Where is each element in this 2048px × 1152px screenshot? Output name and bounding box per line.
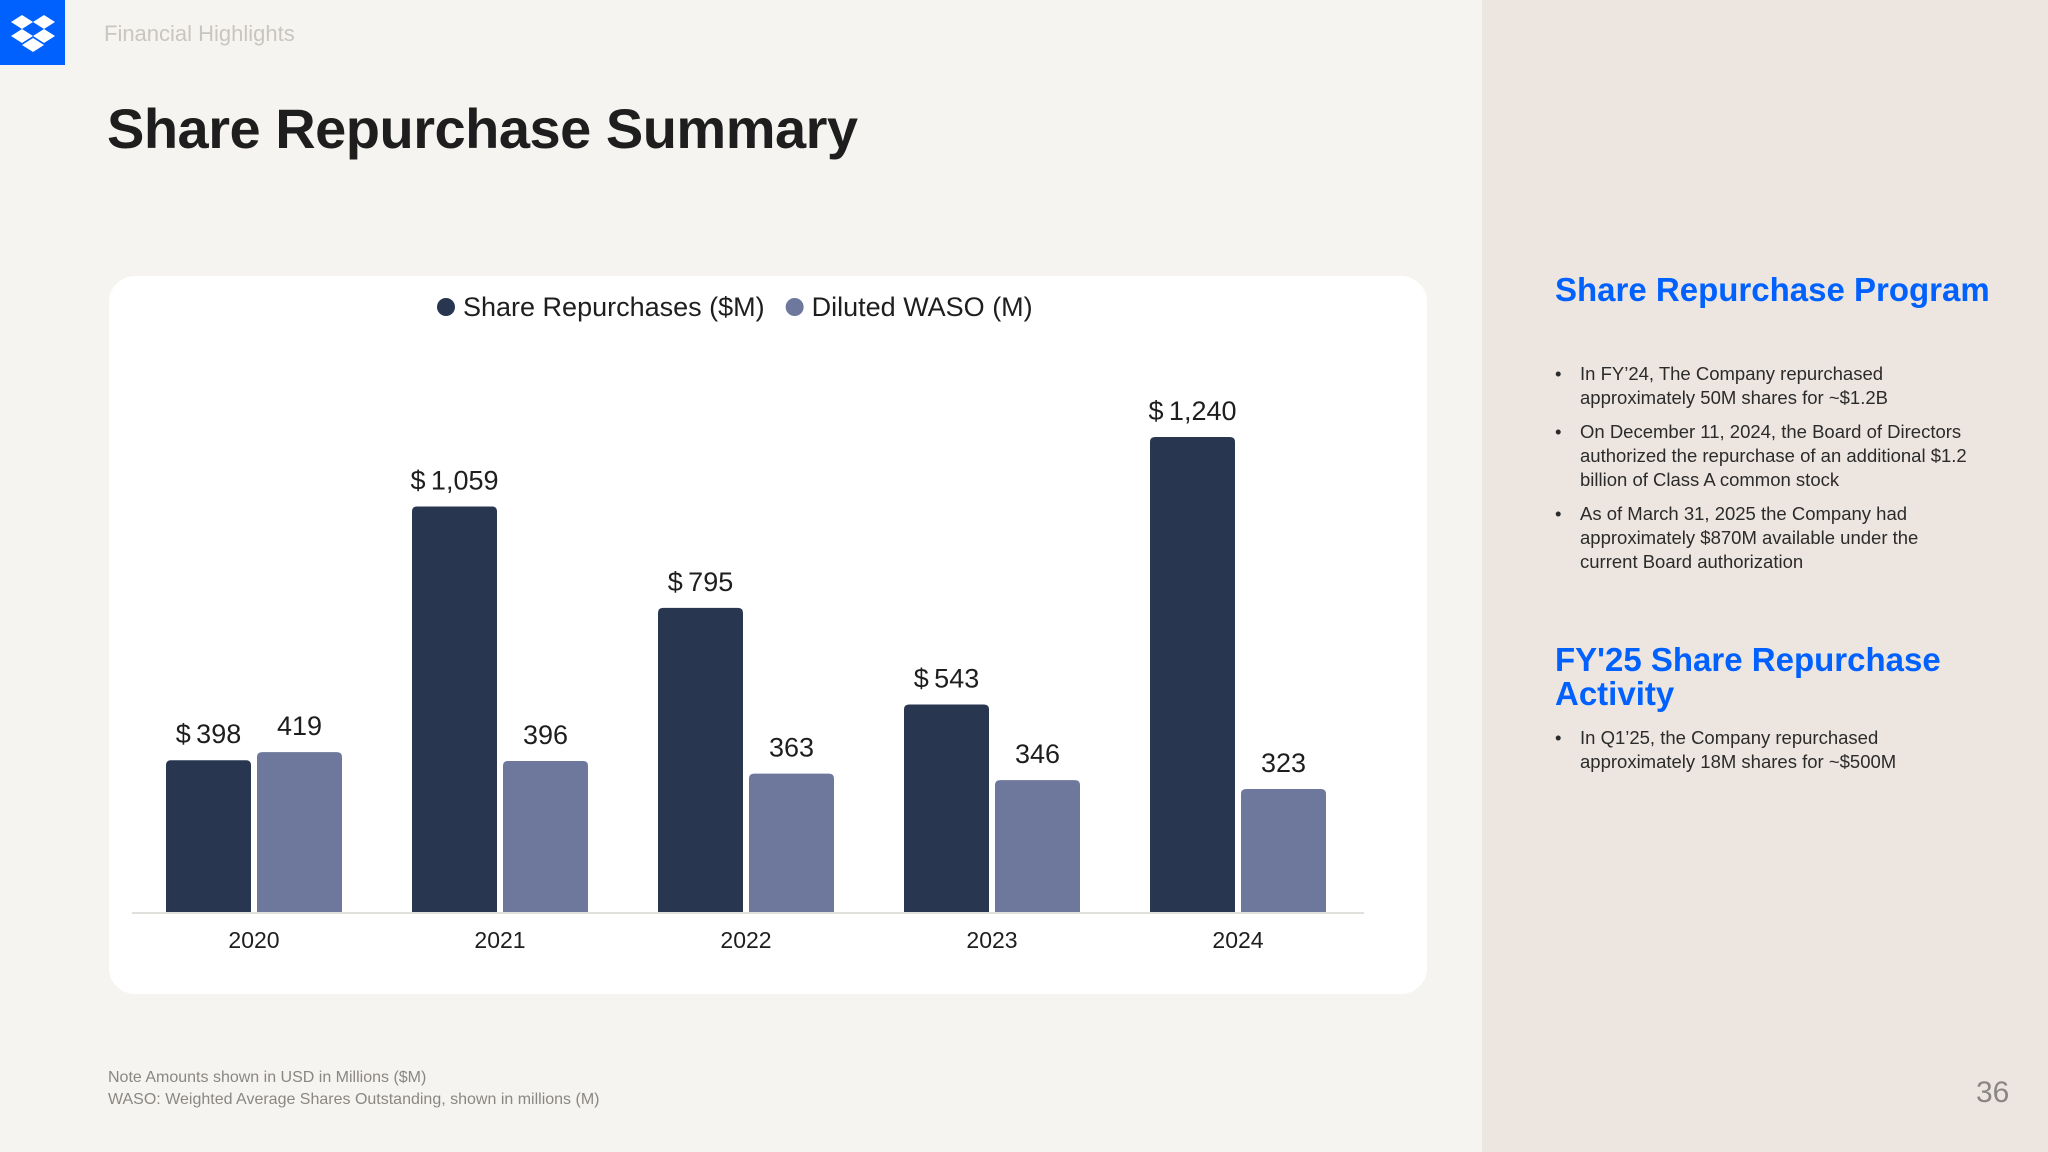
bar-repurchases-2021 — [412, 506, 497, 913]
program-bullet-list: • In FY’24, The Company repurchased appro… — [1555, 362, 1975, 584]
data-label-waso-2024: 323 — [1261, 748, 1306, 778]
list-item: • On December 11, 2024, the Board of Dire… — [1555, 420, 1975, 492]
list-item: • In Q1’25, the Company repurchased appro… — [1555, 726, 1975, 774]
bar-waso-2021 — [503, 760, 588, 913]
activity-heading: FY'25 Share Repurchase Activity — [1555, 641, 1941, 712]
data-label-repurchases-2024: $ 1,240 — [1149, 396, 1237, 426]
legend-marker-1 — [785, 298, 804, 316]
legend-label-0: Share Repurchases ($M) — [463, 292, 765, 322]
x-tick-label-2024: 2024 — [1212, 927, 1263, 953]
data-label-waso-2023: 346 — [1015, 739, 1060, 769]
bullet-text: In FY’24, The Company repurchased approx… — [1580, 363, 1888, 408]
x-tick-label-2023: 2023 — [966, 927, 1017, 953]
footnote: Note Amounts shown in USD in Millions ($… — [108, 1067, 599, 1111]
bullet-marker: • — [1555, 503, 1562, 524]
bullet-marker: • — [1555, 363, 1562, 384]
bullet-marker: • — [1555, 421, 1562, 442]
footnote-line-2: WASO: Weighted Average Shares Outstandin… — [108, 1091, 600, 1108]
data-label-waso-2022: 363 — [769, 733, 814, 763]
dropbox-logo-icon — [10, 14, 55, 52]
data-label-repurchases-2020: $ 398 — [176, 719, 241, 749]
section-label: Financial Highlights — [104, 21, 295, 46]
x-tick-label-2020: 2020 — [228, 927, 279, 953]
activity-bullet-list: • In Q1’25, the Company repurchased appro… — [1555, 726, 1975, 784]
chart-card: Share Repurchases ($M) Diluted WASO (M) $… — [109, 276, 1427, 994]
legend-label-1: Diluted WASO (M) — [812, 292, 1033, 322]
right-panel — [1482, 0, 2048, 1152]
data-label-waso-2020: 419 — [277, 711, 322, 741]
data-label-waso-2021: 396 — [523, 720, 568, 750]
bar-repurchases-2020 — [166, 760, 251, 913]
bar-repurchases-2024 — [1150, 437, 1235, 913]
program-heading: Share Repurchase Program — [1555, 271, 1990, 308]
bar-repurchases-2023 — [904, 704, 989, 913]
x-tick-label-2021: 2021 — [474, 927, 525, 953]
data-label-repurchases-2023: $ 543 — [914, 664, 979, 694]
bullet-marker: • — [1555, 727, 1562, 748]
bar-chart: Share Repurchases ($M) Diluted WASO (M) $… — [132, 292, 1364, 953]
bullet-text: As of March 31, 2025 the Company had app… — [1580, 503, 1919, 572]
x-tick-label-2022: 2022 — [720, 927, 771, 953]
data-label-repurchases-2022: $ 795 — [668, 567, 733, 597]
page-title: Share Repurchase Summary — [107, 97, 858, 160]
bullet-text: In Q1’25, the Company repurchased approx… — [1580, 727, 1897, 772]
list-item: • In FY’24, The Company repurchased appro… — [1555, 362, 1975, 410]
list-item: • As of March 31, 2025 the Company had ap… — [1555, 502, 1975, 574]
footnote-line-1: Note Amounts shown in USD in Millions ($… — [108, 1069, 427, 1086]
bar-waso-2022 — [749, 773, 834, 913]
legend-marker-0 — [437, 298, 455, 316]
bar-waso-2023 — [995, 780, 1080, 913]
page-number: 36 — [1976, 1076, 2010, 1109]
bullet-text: On December 11, 2024, the Board of Direc… — [1580, 421, 1967, 490]
bar-repurchases-2022 — [658, 607, 743, 913]
dropbox-logo — [0, 0, 65, 65]
bar-waso-2020 — [257, 752, 342, 913]
bar-waso-2024 — [1241, 789, 1326, 913]
data-label-repurchases-2021: $ 1,059 — [411, 465, 499, 495]
